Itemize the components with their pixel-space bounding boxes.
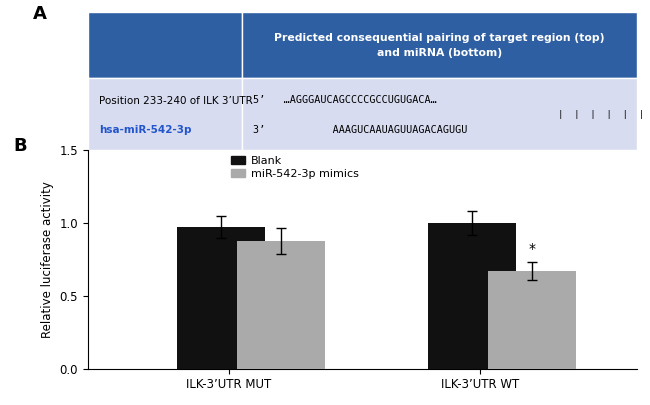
Y-axis label: Relative luciferase activity: Relative luciferase activity (41, 181, 54, 338)
Bar (237, 241, 325, 369)
Bar (88, 79, 242, 150)
Bar (488, 271, 576, 369)
Legend: Blank, miR-542-3p mimics: Blank, miR-542-3p mimics (231, 156, 359, 179)
Bar (242, 79, 637, 150)
Bar (88, 12, 242, 79)
Bar (177, 227, 265, 369)
Text: *: * (528, 243, 536, 256)
Bar (242, 12, 637, 79)
Text: 5’   …AGGGAUCAGCCCCGCCUGUGACA…: 5’ …AGGGAUCAGCCCCGCCUGUGACA… (253, 95, 436, 105)
Text: Predicted consequential pairing of target region (top)
and miRNA (bottom): Predicted consequential pairing of targe… (274, 33, 604, 58)
Text: B: B (14, 137, 27, 155)
Text: Position 233-240 of ILK 3’UTR: Position 233-240 of ILK 3’UTR (99, 96, 252, 107)
Text: A: A (32, 5, 47, 23)
Text: hsa-miR-542-3p: hsa-miR-542-3p (99, 125, 191, 135)
Bar (428, 223, 516, 369)
Text: 3’           AAAGUCAAUAGUUAGACAGUGU: 3’ AAAGUCAAUAGUUAGACAGUGU (253, 125, 467, 135)
Text: |  |  |  |  |  |: | | | | | | (558, 110, 644, 119)
